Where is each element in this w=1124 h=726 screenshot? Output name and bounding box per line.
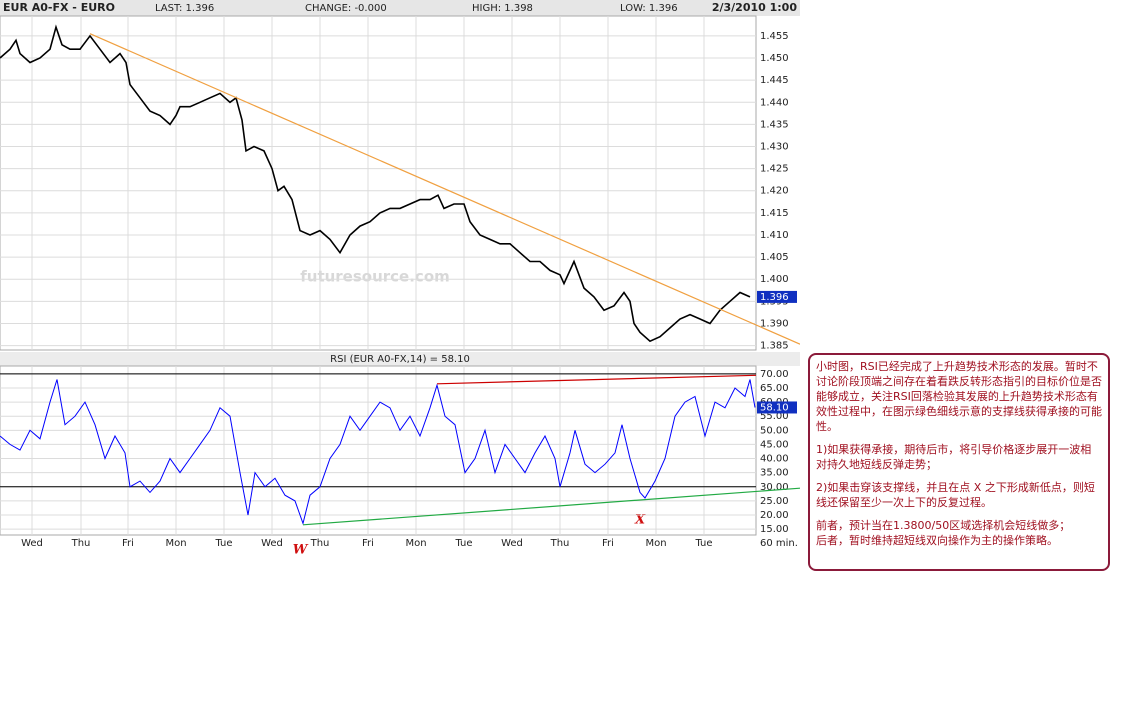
- note-paragraph: 1)如果获得承接，期待后市，将引导价格逐步展开一波相对持久地短线反弹走势；: [816, 443, 1092, 471]
- y-tick-label: 20.00: [760, 510, 789, 521]
- x-tick-label: Mon: [405, 538, 426, 549]
- low: LOW: 1.396: [620, 3, 678, 14]
- y-tick-label: 1.410: [760, 230, 789, 241]
- x-tick-label: Thu: [310, 538, 330, 549]
- y-tick-label: 45.00: [760, 439, 789, 450]
- price-panel: [0, 15, 757, 351]
- note-paragraph: 2)如果击穿该支撑线，并且在点 X 之下形成新低点，则短线还保留至少一次上下的反…: [816, 481, 1095, 509]
- x-tick-label: Wed: [21, 538, 43, 549]
- rsi-title: RSI (EUR A0-FX,14) = 58.10: [330, 354, 470, 365]
- x-tick-label: Fri: [602, 538, 614, 549]
- trend-line: [302, 487, 800, 526]
- y-tick-label: 1.390: [760, 318, 789, 329]
- y-tick-label: 1.405: [760, 252, 789, 263]
- last: LAST: 1.396: [155, 3, 214, 14]
- y-tick-label: 1.385: [760, 341, 789, 352]
- note-paragraph: 小时图，RSI已经完成了上升趋势技术形态的发展。暂时不讨论阶段顶端之间存在着看跌…: [816, 360, 1102, 433]
- rsi-title-bar: [0, 352, 800, 366]
- y-tick-label: 25.00: [760, 496, 789, 507]
- y-tick-label: 1.425: [760, 164, 789, 175]
- y-tick-label: 35.00: [760, 468, 789, 479]
- y-tick-label: 70.00: [760, 369, 789, 380]
- y-tick-label: 1.420: [760, 186, 789, 197]
- y-tick-label: 1.450: [760, 53, 789, 64]
- header-bar: [0, 0, 800, 16]
- x-tick-label: Thu: [550, 538, 570, 549]
- chart: EUR A0-FX - EURO LAST: 1.396 CHANGE: -0.…: [0, 0, 800, 556]
- y-tick-label: 15.00: [760, 524, 789, 535]
- y-tick-label: 1.440: [760, 97, 789, 108]
- x-tick-label: Wed: [261, 538, 283, 549]
- y-tick-label: 30.00: [760, 482, 789, 493]
- x-tick-label: Tue: [214, 538, 232, 549]
- y-tick-label: 55.00: [760, 411, 789, 422]
- x-tick-label: Tue: [694, 538, 712, 549]
- y-tick-label: 1.430: [760, 142, 789, 153]
- y-tick-label: 1.445: [760, 75, 789, 86]
- trend-line: [89, 33, 800, 345]
- series-line: [0, 24, 751, 343]
- y-tick-label: 1.400: [760, 274, 789, 285]
- x-tick-label: Tue: [454, 538, 472, 549]
- marker-x: X: [634, 513, 646, 528]
- y-tick-label: 1.455: [760, 31, 789, 42]
- y-tick-label: 50.00: [760, 425, 789, 436]
- x-tick-label: Wed: [501, 538, 523, 549]
- symbol: EUR A0-FX - EURO: [3, 1, 115, 14]
- rsi-panel: [0, 365, 757, 536]
- series-line: [0, 379, 756, 526]
- last-value-box: [757, 401, 797, 414]
- trend-line: [436, 374, 757, 385]
- x-tick-label: Fri: [122, 538, 134, 549]
- y-tick-label: 65.00: [760, 383, 789, 394]
- last-value-box: [757, 290, 797, 303]
- high: HIGH: 1.398: [472, 3, 533, 14]
- change: CHANGE: -0.000: [305, 3, 387, 14]
- x-tick-label: Thu: [71, 538, 91, 549]
- marker-w: W: [293, 543, 309, 557]
- y-tick-label: 1.415: [760, 208, 789, 219]
- note-paragraph: 后者，暂时维持超短线双向操作为主的操作策略。: [816, 534, 1058, 547]
- x-tick-label: Mon: [645, 538, 666, 549]
- last-value-label: 58.10: [760, 402, 789, 413]
- y-tick-label: 40.00: [760, 454, 789, 465]
- last-value-label: 1.396: [760, 292, 789, 303]
- x-unit-label: 60 min.: [760, 538, 798, 549]
- watermark: futuresource.com: [300, 268, 450, 286]
- datetime: 2/3/2010 1:00: [712, 1, 797, 14]
- y-tick-label: 1.435: [760, 119, 789, 130]
- x-tick-label: Mon: [165, 538, 186, 549]
- x-tick-label: Fri: [362, 538, 374, 549]
- note-paragraph: 前者，预计当在1.3800/50区域选择机会短线做多；: [816, 519, 1071, 532]
- annotation-box: 小时图，RSI已经完成了上升趋势技术形态的发展。暂时不讨论阶段顶端之间存在着看跌…: [808, 353, 1110, 571]
